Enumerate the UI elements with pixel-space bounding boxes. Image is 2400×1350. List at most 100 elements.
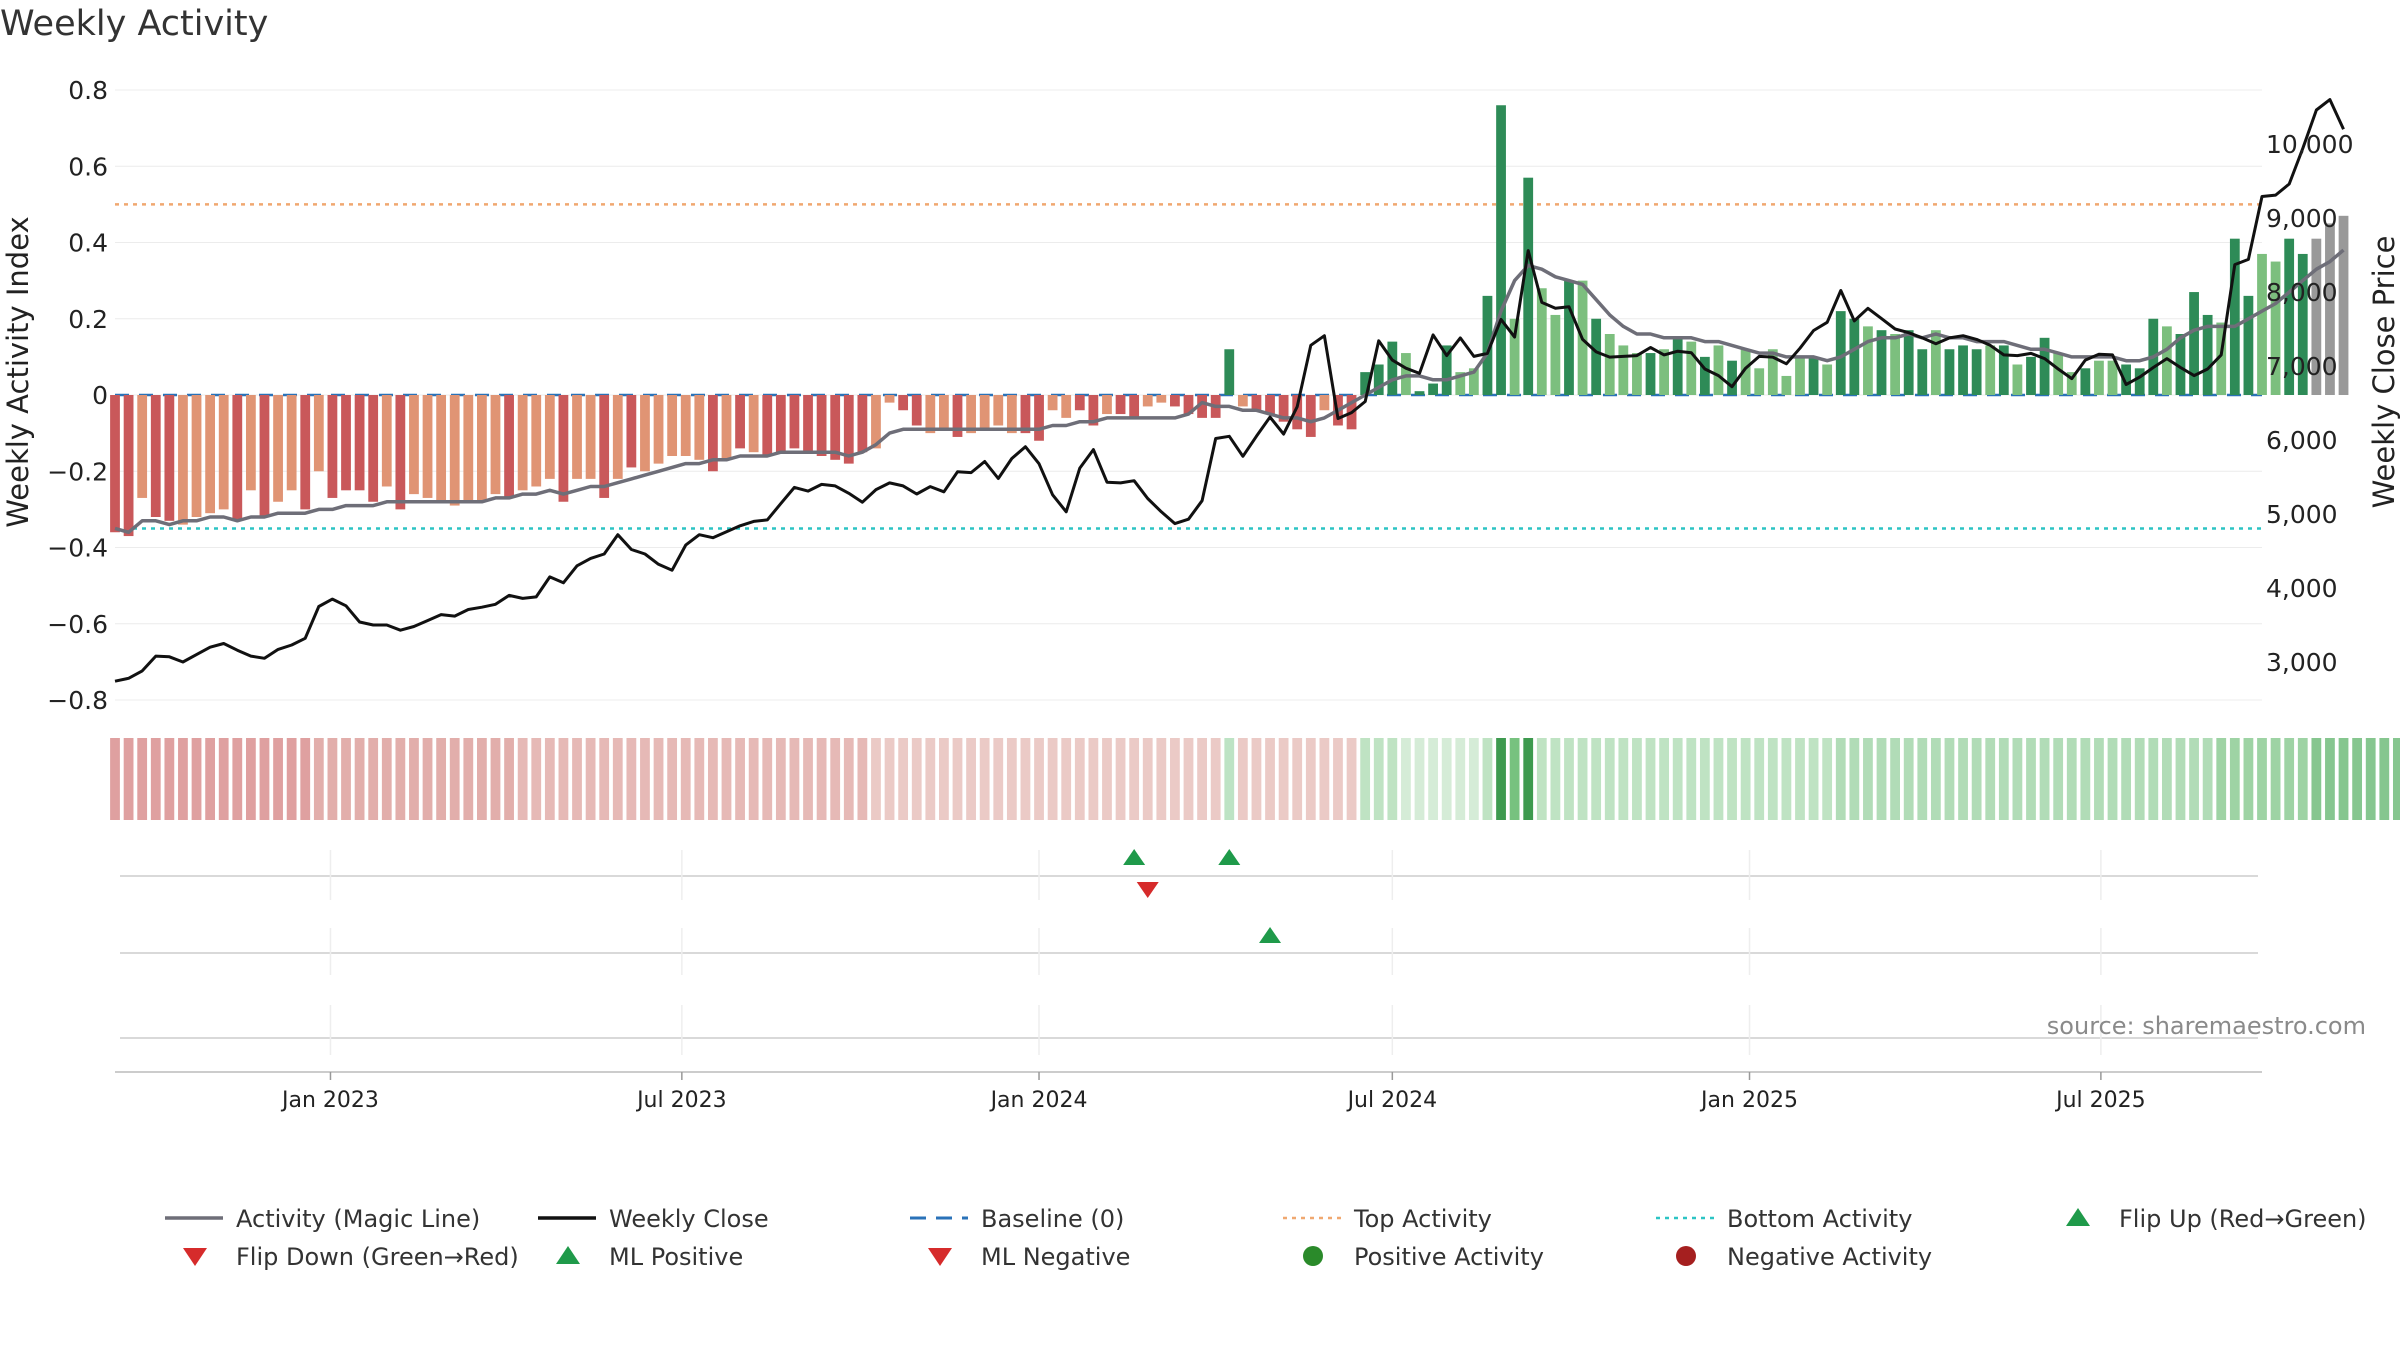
strip-cell: [544, 738, 555, 820]
activity-bar: [1265, 395, 1275, 415]
strip-cell: [1713, 738, 1724, 820]
strip-cell: [2379, 738, 2390, 820]
strip-cell: [1237, 738, 1248, 820]
activity-bar: [504, 395, 514, 498]
activity-bar: [1849, 318, 1860, 395]
activity-bar: [1713, 345, 1724, 395]
activity-bar: [1441, 345, 1452, 395]
strip-cell: [2026, 738, 2036, 820]
activity-bar: [1754, 368, 1765, 395]
strip-cell: [721, 738, 732, 820]
left-tick-label: −0.4: [47, 534, 108, 563]
activity-bar: [1142, 395, 1153, 407]
activity-bar: [1632, 353, 1642, 395]
strip-cell: [2175, 738, 2186, 820]
strip-cell: [2216, 738, 2227, 820]
activity-bar: [789, 395, 800, 449]
activity-bar: [259, 395, 270, 517]
activity-bar: [368, 395, 379, 502]
legend-label: Baseline (0): [981, 1205, 1124, 1233]
strip-cell: [1414, 738, 1425, 820]
activity-bar: [1237, 395, 1248, 407]
strip-cell: [490, 738, 501, 820]
strip-cell: [558, 738, 569, 820]
activity-bar: [1781, 375, 1792, 395]
strip-cell: [137, 738, 148, 820]
activity-bar: [911, 395, 922, 426]
activity-bar: [341, 395, 351, 491]
strip-cell: [327, 738, 338, 820]
strip-cell: [354, 738, 365, 820]
flip-up-marker: [1123, 849, 1146, 865]
strip-cell: [1265, 738, 1275, 820]
strip-cell: [463, 738, 474, 820]
activity-bar: [1564, 280, 1574, 395]
legend-item: ML Positive: [556, 1243, 743, 1271]
strip-cell: [939, 738, 949, 820]
strip-cell: [1781, 738, 1792, 820]
legend-item: Bottom Activity: [1656, 1205, 1912, 1233]
activity-bar: [1102, 395, 1112, 415]
strip-cell: [1074, 738, 1085, 820]
legend-item: Positive Activity: [1303, 1243, 1544, 1271]
activity-bar: [1930, 330, 1941, 395]
left-tick-label: 0.6: [68, 152, 108, 181]
activity-bar: [898, 395, 909, 411]
activity-bar: [803, 395, 813, 453]
activity-bar: [1414, 391, 1425, 395]
activity-bar: [1251, 395, 1262, 411]
strip-cell: [2094, 738, 2104, 820]
strip-cell: [1795, 738, 1805, 820]
activity-bar: [1319, 395, 1330, 411]
activity-bar: [517, 395, 528, 491]
left-tick-label: 0.8: [68, 76, 108, 105]
activity-bar: [694, 395, 705, 460]
activity-bar: [993, 395, 1004, 426]
strip-cell: [1618, 738, 1629, 820]
strip-cell: [1958, 738, 1968, 820]
legend-label: ML Negative: [981, 1243, 1130, 1271]
strip-cell: [1604, 738, 1615, 820]
activity-bar: [1808, 356, 1819, 395]
activity-bar: [680, 395, 691, 456]
strip-cell: [1686, 738, 1697, 820]
strip-cell: [871, 738, 881, 820]
strip-cell: [653, 738, 664, 820]
activity-bar: [1428, 383, 1438, 395]
strip-cell: [708, 738, 718, 820]
legend-label: Positive Activity: [1354, 1243, 1544, 1271]
right-axis-label: Weekly Close Price: [2367, 236, 2400, 509]
activity-bar: [1618, 345, 1629, 395]
strip-cell: [1482, 738, 1493, 820]
activity-bar: [735, 395, 745, 449]
strip-cell: [2392, 738, 2400, 820]
strip-cell: [1428, 738, 1438, 820]
strip-cell: [245, 738, 256, 820]
strip-cell: [911, 738, 922, 820]
legend-label: Activity (Magic Line): [236, 1205, 480, 1233]
strip-cell: [2325, 738, 2335, 820]
strip-cell: [667, 738, 678, 820]
activity-bar: [2270, 261, 2281, 395]
activity-bar: [273, 395, 283, 502]
strip-cell: [1849, 738, 1860, 820]
activity-bar: [748, 395, 759, 453]
legend-item: Negative Activity: [1676, 1243, 1932, 1271]
activity-bar: [137, 395, 148, 498]
red-dot-icon: [1676, 1246, 1696, 1266]
activity-bar: [191, 395, 202, 517]
activity-bar: [1740, 349, 1751, 395]
strip-cell: [1373, 738, 1384, 820]
strip-cell: [1115, 738, 1126, 820]
flip-down-marker: [1136, 882, 1159, 898]
activity-bar: [354, 395, 365, 491]
strip-cell: [1917, 738, 1928, 820]
activity-bar: [395, 395, 406, 510]
strip-cell: [1047, 738, 1058, 820]
strip-cell: [504, 738, 514, 820]
activity-bar: [477, 395, 487, 502]
strip-cell: [680, 738, 691, 820]
activity-bar: [2134, 368, 2145, 395]
right-tick-label: 3,000: [2266, 648, 2338, 677]
strip-cell: [1387, 738, 1398, 820]
